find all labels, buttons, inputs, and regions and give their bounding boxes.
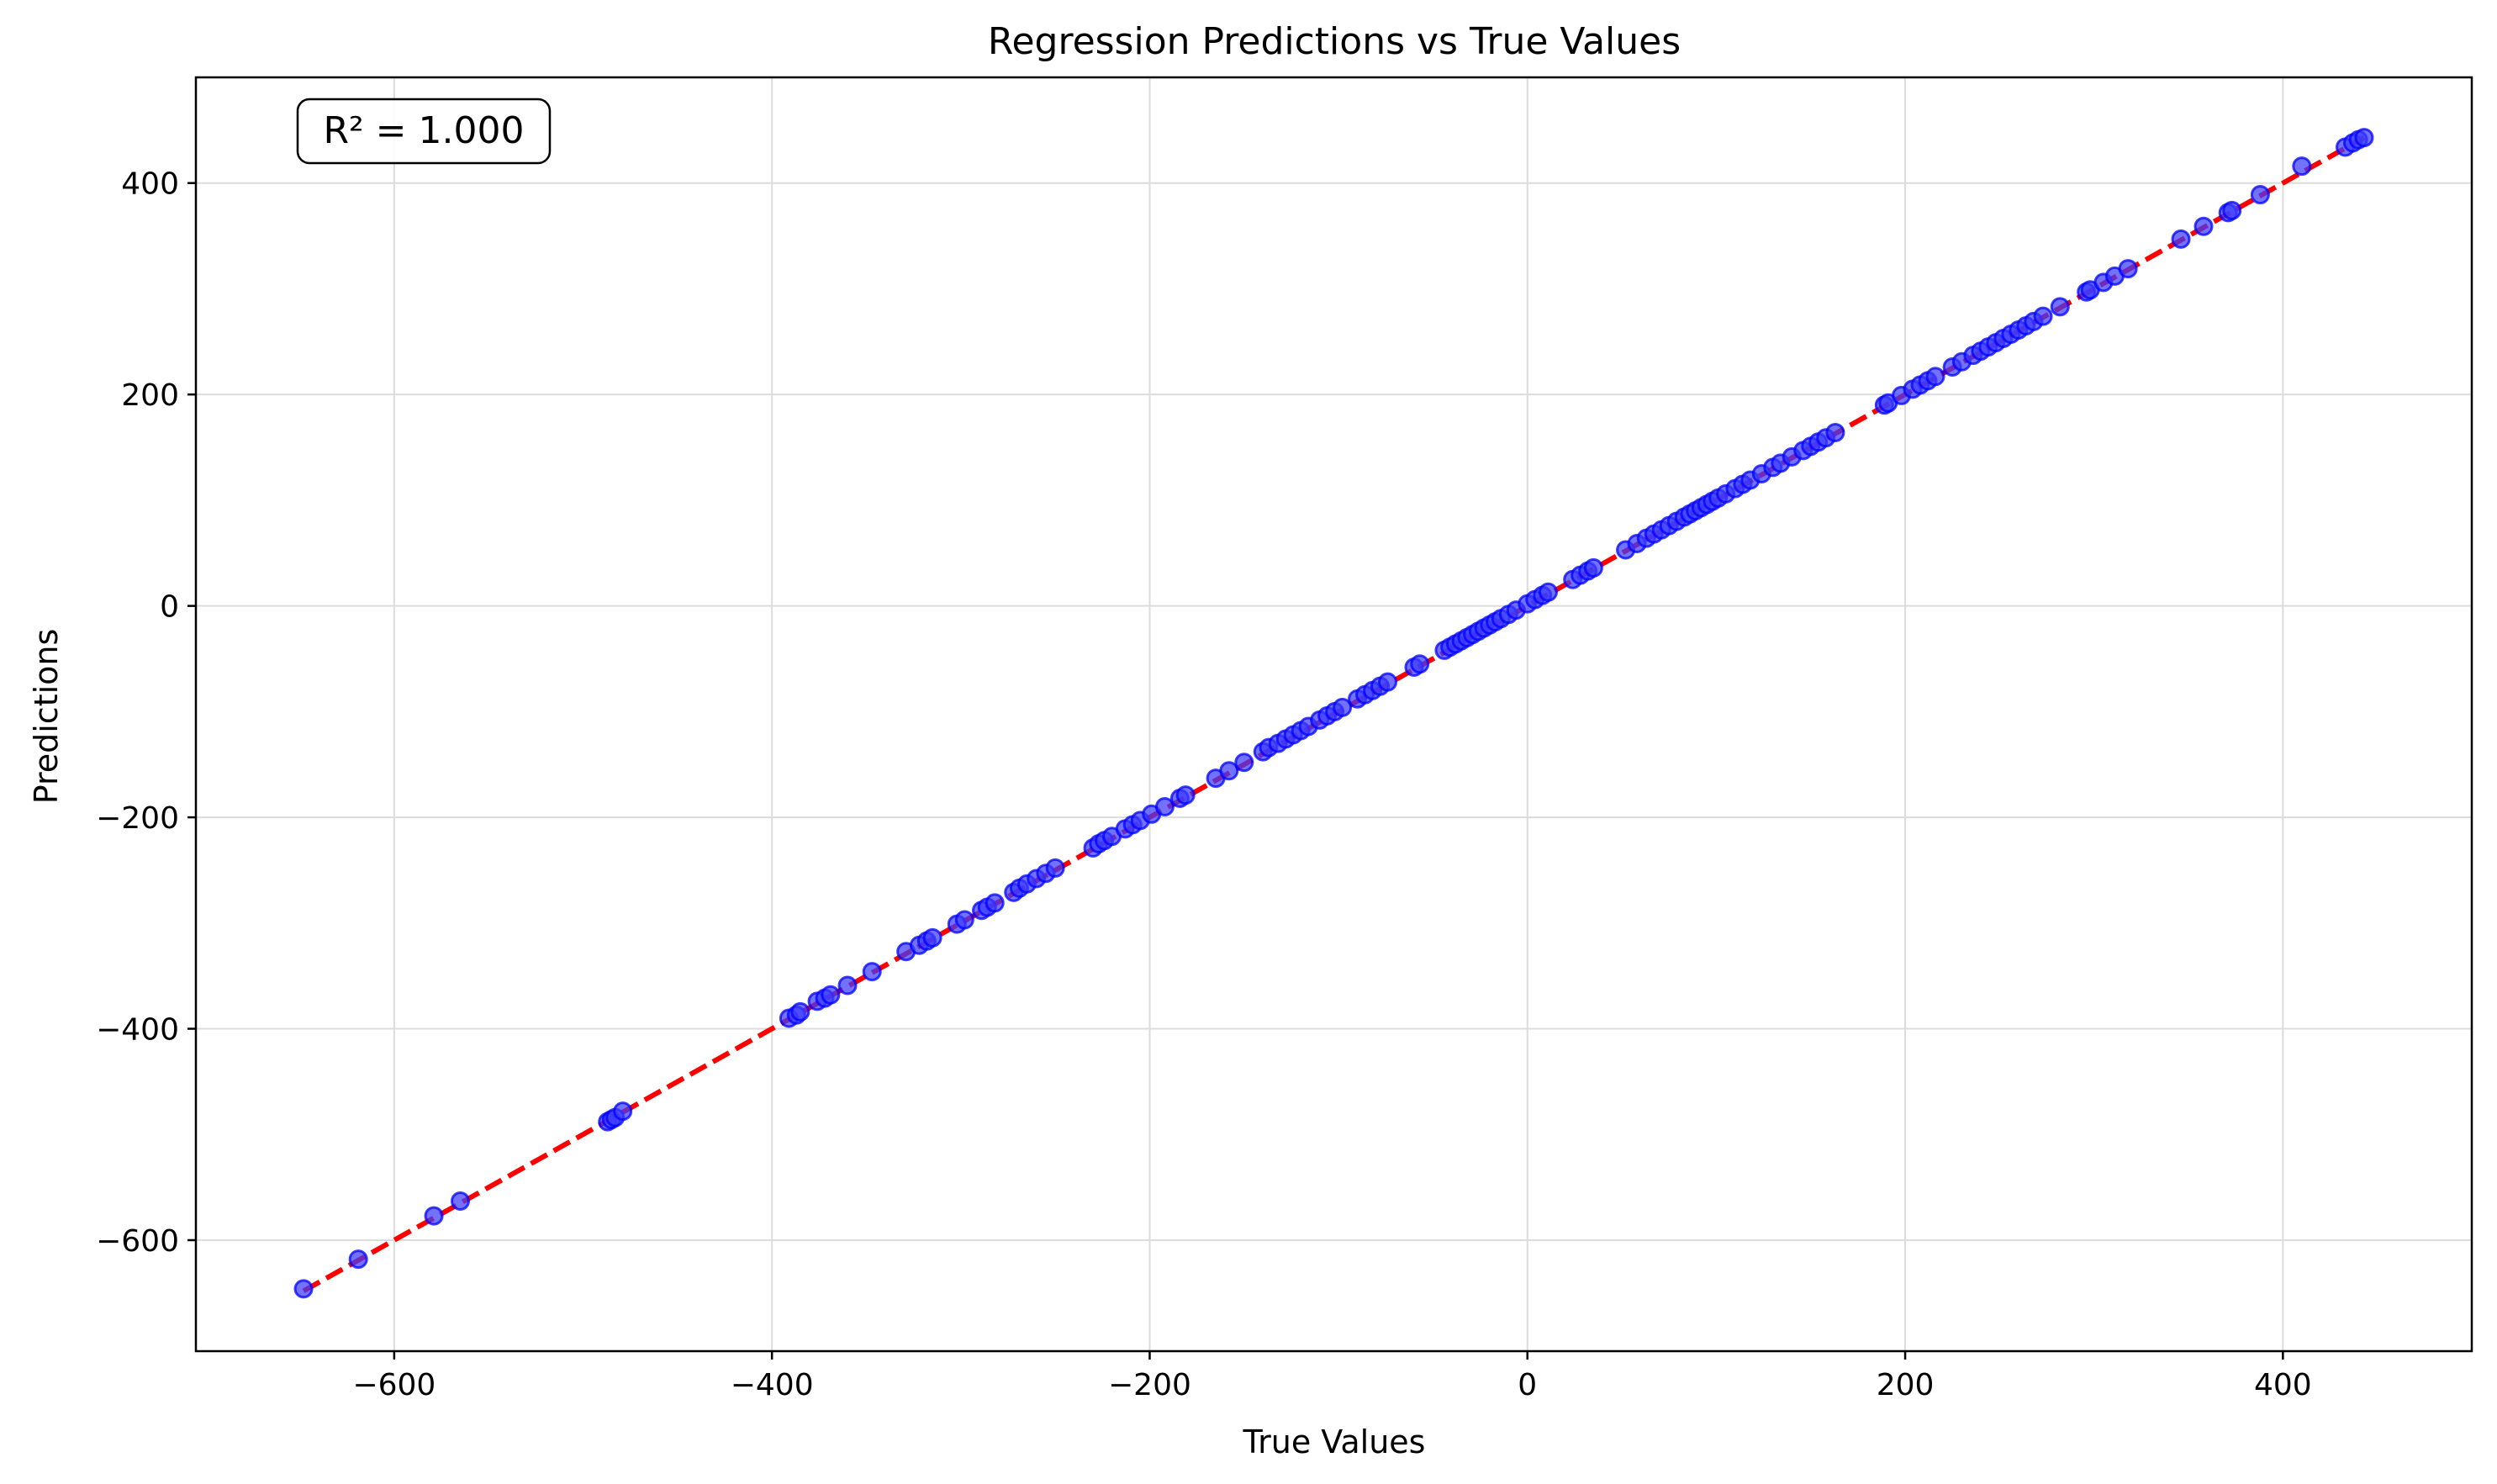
data-point	[1154, 797, 1175, 817]
annotation-text: R² = 1.000	[323, 109, 524, 152]
data-point	[2354, 128, 2374, 148]
gridlines	[196, 77, 2472, 1351]
y-tick-label: 400	[121, 167, 179, 202]
data-point	[1378, 672, 1398, 692]
data-point	[1219, 761, 1239, 781]
y-axis-ticks: −600 −400 −200 0 200 400	[96, 167, 196, 1259]
y-tick-label: 0	[160, 590, 179, 625]
x-tick-label: −200	[1108, 1368, 1191, 1402]
data-point	[2292, 156, 2312, 177]
y-tick-label: −600	[96, 1224, 179, 1259]
data-point	[954, 910, 974, 930]
y-axis-label: Predictions	[28, 629, 65, 805]
y-tick-label: −400	[96, 1013, 179, 1048]
data-points	[293, 128, 2374, 1299]
data-point	[1925, 367, 1945, 387]
data-point	[1333, 697, 1353, 717]
x-axis-ticks: −600 −400 −200 0 200 400	[352, 1351, 2312, 1402]
data-point	[451, 1191, 471, 1211]
plot-frame	[194, 76, 2473, 1353]
x-axis-label: True Values	[1243, 1423, 1426, 1460]
data-point	[2050, 297, 2070, 317]
annotation-box	[296, 98, 552, 165]
y-tick-label: 200	[121, 378, 179, 413]
chart-title: Regression Predictions vs True Values	[988, 20, 1681, 63]
data-point	[1410, 654, 1430, 674]
r2-annotation: R² = 1.000	[296, 98, 552, 165]
data-point	[2250, 185, 2270, 205]
data-point	[821, 985, 841, 1005]
data-point	[348, 1249, 368, 1270]
data-point	[985, 893, 1005, 913]
data-point	[1234, 753, 1254, 773]
x-tick-label: 200	[1877, 1368, 1935, 1402]
data-point	[862, 962, 882, 982]
data-point	[1045, 858, 1065, 878]
data-point	[922, 927, 942, 948]
data-point	[1825, 422, 1845, 442]
data-point	[1583, 557, 1603, 578]
x-tick-label: −400	[731, 1368, 814, 1402]
data-point	[1538, 582, 1558, 602]
data-point	[2222, 200, 2242, 220]
data-point	[2193, 216, 2214, 236]
data-point	[2118, 259, 2138, 279]
data-point	[424, 1206, 444, 1226]
data-point	[2171, 229, 2191, 249]
x-tick-label: −600	[352, 1368, 436, 1402]
data-point	[790, 1001, 810, 1022]
data-point	[1175, 785, 1196, 805]
x-tick-label: 0	[1518, 1368, 1537, 1402]
data-point	[837, 975, 858, 995]
x-tick-label: 400	[2254, 1368, 2312, 1402]
data-point	[293, 1279, 314, 1299]
data-point	[613, 1101, 633, 1122]
data-point	[2033, 306, 2053, 326]
y-tick-label: −200	[96, 801, 179, 836]
